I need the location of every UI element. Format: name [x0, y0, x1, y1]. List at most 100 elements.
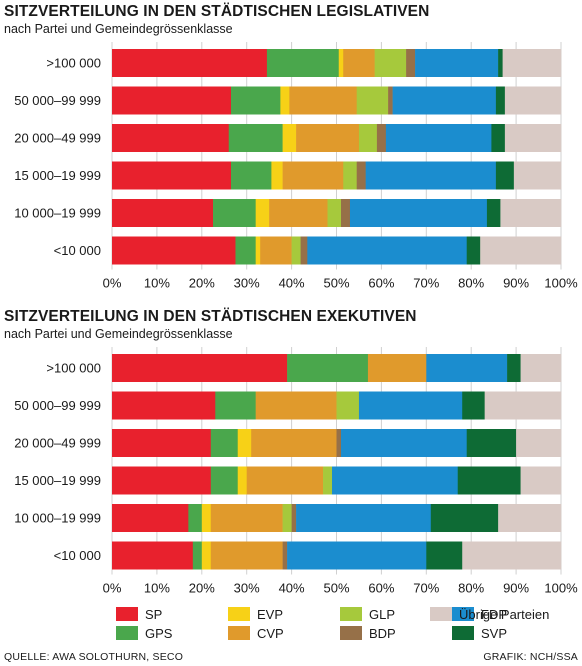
executive-bar-uebrige-parteien: [462, 541, 562, 570]
executive-bar-bdp: [282, 541, 288, 570]
legislative-bar-glp: [356, 86, 389, 115]
executive-bar-sp: [112, 466, 212, 495]
executive-bar-sp: [112, 354, 288, 382]
legislative-bar-uebrige-parteien: [502, 49, 562, 77]
legislative-bar-gps: [266, 49, 340, 77]
executive-bar-glp: [282, 504, 292, 532]
legislative-x-tick-label: 0%: [103, 276, 122, 291]
executive-chart-title: SITZVERTEILUNG IN DEN STÄDTISCHEN EXEKUT…: [4, 308, 417, 325]
executive-x-tick-label: 70%: [413, 581, 439, 596]
executive-bar-sp: [112, 504, 189, 532]
executive-bar-svp: [430, 504, 499, 532]
executive-bar-svp: [457, 466, 521, 495]
legislative-chart-subtitle: nach Partei und Gemeindegrössenklasse: [4, 22, 233, 36]
legislative-bar-bdp: [340, 199, 351, 227]
executive-bar-sp: [112, 541, 194, 570]
executive-bar-svp: [462, 391, 485, 420]
legislative-x-tick-label: 20%: [189, 276, 215, 291]
executive-bar-evp: [237, 429, 252, 457]
legend-label-bdp: BDP: [369, 626, 396, 641]
legislative-bar-fdp: [385, 124, 492, 152]
legislative-bar-evp: [255, 236, 261, 265]
executive-bar-gps: [210, 466, 239, 495]
executive-bar-uebrige-parteien: [484, 391, 562, 420]
legislative-bar-evp: [255, 199, 270, 227]
legislative-x-tick-label: 50%: [323, 276, 349, 291]
legislative-x-tick-label: 10%: [144, 276, 170, 291]
executive-bar-fdp: [358, 391, 463, 420]
legislative-category-label: <10 000: [54, 243, 101, 258]
legislative-bar-svp: [495, 161, 515, 190]
legislative-bar-evp: [280, 86, 290, 115]
executive-bar-cvp: [367, 354, 427, 382]
legislative-bar-bdp: [356, 161, 366, 190]
executive-bar-svp: [466, 429, 517, 457]
executive-bar-fdp: [340, 429, 468, 457]
legislative-bar-bdp: [388, 86, 393, 115]
legislative-bar-uebrige-parteien: [480, 236, 562, 265]
legislative-bar-cvp: [343, 49, 375, 77]
legislative-bar-uebrige-parteien: [504, 124, 562, 152]
legend-swatch-gps: [116, 626, 138, 640]
legend-label-svp: SVP: [481, 626, 507, 641]
executive-bar-cvp: [210, 541, 283, 570]
executive-bar-fdp: [287, 541, 427, 570]
legend-swatch-cvp: [228, 626, 250, 640]
executive-x-tick-label: 50%: [323, 581, 349, 596]
legislative-bar-bdp: [406, 49, 416, 77]
legislative-x-tick-label: 100%: [544, 276, 578, 291]
legislative-bar-glp: [358, 124, 378, 152]
legislative-bar-svp: [466, 236, 481, 265]
executive-bar-glp: [336, 391, 360, 420]
legislative-category-label: 20 000–49 999: [14, 131, 101, 146]
legislative-bar-gps: [230, 86, 281, 115]
executive-x-tick-label: 30%: [234, 581, 260, 596]
legislative-bar-cvp: [260, 236, 292, 265]
executive-bar-uebrige-parteien: [498, 504, 562, 532]
legislative-category-label: 10 000–19 999: [14, 206, 101, 221]
legislative-bar-cvp: [289, 86, 358, 115]
executive-bar-bdp: [291, 504, 297, 532]
legislative-category-label: >100 000: [46, 56, 101, 71]
legislative-bar-svp: [486, 199, 501, 227]
legislative-bar-evp: [271, 161, 283, 190]
legislative-bar-bdp: [376, 124, 387, 152]
legislative-bar-evp: [338, 49, 344, 77]
legislative-bar-svp: [491, 124, 506, 152]
legislative-bar-gps: [230, 161, 272, 190]
executive-bar-uebrige-parteien: [520, 466, 562, 495]
legislative-x-tick-label: 90%: [503, 276, 529, 291]
executive-bar-gps: [287, 354, 369, 382]
legislative-bar-sp: [112, 161, 232, 190]
executive-x-tick-label: 80%: [458, 581, 484, 596]
executive-bar-cvp: [246, 466, 324, 495]
legislative-bar-cvp: [282, 161, 344, 190]
executive-bar-uebrige-parteien: [520, 354, 562, 382]
legislative-bar-sp: [112, 49, 268, 77]
executive-x-tick-label: 20%: [189, 581, 215, 596]
executive-chart-subtitle: nach Partei und Gemeindegrössenklasse: [4, 327, 233, 341]
legislative-bar-fdp: [392, 86, 497, 115]
executive-category-label: 20 000–49 999: [14, 436, 101, 451]
executive-bar-cvp: [210, 504, 283, 532]
executive-x-tick-label: 10%: [144, 581, 170, 596]
executive-bar-uebrige-parteien: [516, 429, 562, 457]
legend-label-cvp: CVP: [257, 626, 284, 641]
legislative-bar-svp: [495, 86, 506, 115]
legislative-bar-gps: [228, 124, 283, 152]
executive-bar-glp: [323, 466, 333, 495]
legislative-bar-sp: [112, 199, 214, 227]
legislative-bar-fdp: [307, 236, 468, 265]
executive-bar-gps: [192, 541, 203, 570]
executive-category-label: <10 000: [54, 548, 101, 563]
executive-x-tick-label: 60%: [368, 581, 394, 596]
legislative-x-tick-label: 80%: [458, 276, 484, 291]
executive-x-tick-label: 90%: [503, 581, 529, 596]
legislative-bar-glp: [374, 49, 407, 77]
executive-x-tick-label: 40%: [279, 581, 305, 596]
executive-bar-svp: [426, 541, 463, 570]
legislative-category-label: 50 000–99 999: [14, 93, 101, 108]
legislative-bar-fdp: [349, 199, 488, 227]
executive-bar-fdp: [426, 354, 508, 382]
executive-x-tick-label: 100%: [544, 581, 578, 596]
